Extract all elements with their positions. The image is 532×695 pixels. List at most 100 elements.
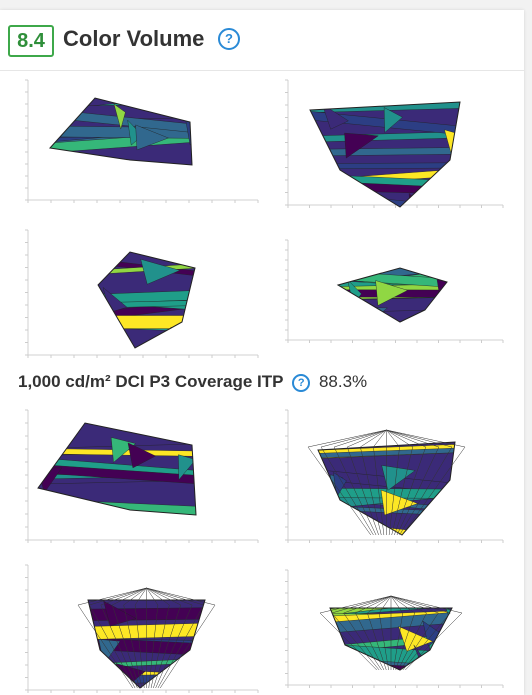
wireframe [367,595,392,614]
volume-facet [178,454,196,481]
wireframe [355,612,385,671]
volume-body [38,423,196,515]
wireframe [157,604,204,689]
wireframe [391,446,413,536]
wireframe [397,612,427,671]
wireframe [148,604,159,689]
wireframe [321,429,387,448]
wireframe [347,446,379,536]
volume-facet [174,339,195,348]
wireframe [390,595,415,614]
wireframe [112,604,140,689]
wireframe [134,604,145,689]
volume-outline [336,267,448,323]
wireframe [367,612,387,671]
wireframe [159,604,216,689]
volume-plot [285,569,504,688]
volume-facet [142,344,180,348]
volume-body [330,608,452,670]
volume-facet [338,297,447,313]
wireframe [373,446,385,536]
score-badge: 8.4 [8,25,54,57]
volume-outline [87,599,206,689]
wireframe [396,446,440,536]
volume-facet [98,315,195,329]
wireframe [386,429,413,448]
volume-facet [113,103,126,130]
wireframe [123,604,143,689]
volume-plot [285,79,504,208]
volume-facet [330,608,452,616]
wireframe [331,612,380,671]
volume-facet [103,600,137,627]
wireframe [405,612,463,671]
wireframe [123,587,147,606]
volume-facet [127,442,157,469]
wireframe [334,429,387,448]
wireframe [386,429,426,448]
metric-value: 88.3% [318,372,368,391]
wireframe [360,446,382,536]
wireframe [386,429,466,448]
wireframe [153,604,181,689]
wireframe [89,587,147,606]
volume-plot [285,409,504,543]
color-volume-card: 8.4 Color Volume ? 1,000 cd/m² DCI P3 Co… [0,10,524,695]
volume-facet [170,326,195,348]
wireframe [390,595,463,614]
wireframe [89,604,136,689]
volume-outline [97,251,196,349]
wireframe [386,429,400,448]
wireframe [150,604,170,689]
wireframe [395,612,415,671]
wireframe [400,612,439,671]
wireframe [390,595,427,614]
volume-facet [344,132,379,159]
wireframe [77,587,147,606]
wireframe [331,595,392,614]
volume-facet [140,258,181,285]
volume-facet [92,512,128,515]
volume-outline [309,101,461,208]
wireframe [333,446,377,536]
volume-facet [383,107,403,133]
wireframe [307,446,372,536]
volume-body [50,98,192,165]
volume-plot [25,564,259,693]
wireframe [319,612,377,671]
volume-facet [435,273,447,300]
volume-body [310,102,460,207]
volume-body [338,268,447,322]
help-icon[interactable]: ? [292,374,311,392]
volume-outline [37,422,197,516]
metric-row: 1,000 cd/m² DCI P3 Coverage ITP ? 88.3% [18,372,367,393]
help-icon[interactable]: ? [218,28,240,50]
wireframe [343,612,382,671]
volume-facet [398,625,434,652]
wireframe [343,595,392,614]
wireframe [319,595,392,614]
wireframe [355,595,392,614]
wireframe [378,595,392,614]
section-title: Color Volume [63,26,205,51]
volume-facet [88,685,118,688]
wireframe [386,429,439,448]
wireframe [393,612,404,671]
wireframe [146,587,181,606]
wireframe [390,595,404,614]
wireframe [394,446,426,536]
wireframe [378,612,389,671]
wireframe [401,446,466,536]
wireframe [373,429,387,448]
volume-plot [285,239,504,343]
wireframe [386,429,452,448]
volume-facet [135,124,169,151]
wireframe [134,587,147,606]
volume-facet [60,159,79,165]
wireframe [399,446,453,536]
volume-facet [445,608,452,634]
wireframe [307,429,387,448]
wireframe [390,595,439,614]
volume-outline [49,97,193,166]
